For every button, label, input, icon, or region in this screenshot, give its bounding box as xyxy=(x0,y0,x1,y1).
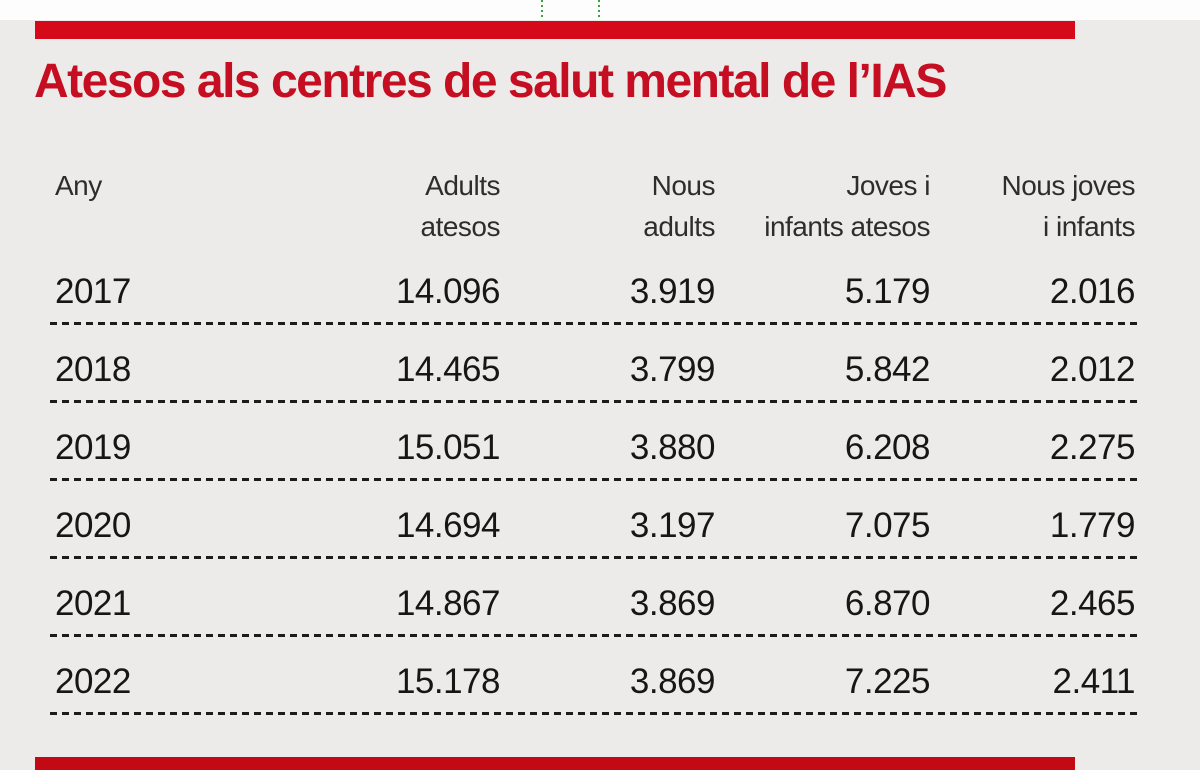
top-accent-bar xyxy=(35,21,1075,39)
row-divider xyxy=(50,634,1141,637)
value-cell: 14.096 xyxy=(395,272,501,311)
column-header-line: adults xyxy=(643,211,715,242)
table-row: 2020 14.694 3.197 7.075 1.779 xyxy=(50,481,1141,559)
table-row: 2022 15.178 3.869 7.225 2.411 xyxy=(50,637,1141,715)
value-cell: 6.208 xyxy=(844,428,931,467)
row-divider xyxy=(50,556,1141,559)
value-cell: 2.275 xyxy=(1049,428,1136,467)
column-header-line: Any xyxy=(55,170,102,201)
column-header-line: Adults xyxy=(425,170,500,201)
value-cell: 2.411 xyxy=(1052,662,1136,701)
column-header-nous-adults: Nous adults xyxy=(500,165,715,247)
value-cell: 14.465 xyxy=(395,350,501,389)
value-cell: 7.075 xyxy=(844,506,931,545)
column-header-nous-joves: Nous joves i infants xyxy=(930,165,1135,247)
year-cell: 2018 xyxy=(55,350,131,389)
year-cell: 2021 xyxy=(55,584,131,623)
column-header-line: Nous xyxy=(651,170,716,201)
table-header-row: Any Adults atesos Nous adults Joves i in… xyxy=(55,165,1136,247)
value-cell: 2.012 xyxy=(1049,350,1136,389)
column-header-line: infants atesos xyxy=(764,211,930,242)
column-header-line: i infants xyxy=(1043,211,1136,242)
column-header-line: atesos xyxy=(420,211,501,242)
value-cell: 7.225 xyxy=(844,662,931,701)
value-cell: 2.016 xyxy=(1049,272,1136,311)
value-cell: 14.694 xyxy=(395,506,501,545)
page-title: Atesos als centres de salut mental de l’… xyxy=(34,55,947,108)
bottom-accent-bar xyxy=(35,757,1075,770)
table-row: 2019 15.051 3.880 6.208 2.275 xyxy=(50,403,1141,481)
value-cell: 15.051 xyxy=(395,428,501,467)
row-divider xyxy=(50,712,1141,715)
value-cell: 3.799 xyxy=(629,350,716,389)
column-header-joves-infants: Joves i infants atesos xyxy=(715,165,930,247)
value-cell: 3.919 xyxy=(629,272,716,311)
value-cell: 15.178 xyxy=(395,662,501,701)
crop-guide-mark-icon xyxy=(598,0,600,17)
value-cell: 3.880 xyxy=(629,428,716,467)
year-cell: 2017 xyxy=(55,272,131,311)
table-row: 2017 14.096 3.919 5.179 2.016 xyxy=(50,247,1141,325)
crop-guide-mark-icon xyxy=(541,0,543,17)
row-divider xyxy=(50,400,1141,403)
top-white-strip xyxy=(0,0,1200,20)
value-cell: 5.179 xyxy=(844,272,931,311)
year-cell: 2019 xyxy=(55,428,131,467)
value-cell: 3.869 xyxy=(629,662,716,701)
table-row: 2021 14.867 3.869 6.870 2.465 xyxy=(50,559,1141,637)
value-cell: 6.870 xyxy=(844,584,931,623)
row-divider xyxy=(50,478,1141,481)
value-cell: 3.197 xyxy=(629,506,716,545)
value-cell: 5.842 xyxy=(844,350,931,389)
row-divider xyxy=(50,322,1141,325)
column-header-any: Any xyxy=(55,165,200,247)
value-cell: 3.869 xyxy=(629,584,716,623)
column-header-line: Joves i xyxy=(846,170,930,201)
value-cell: 14.867 xyxy=(395,584,501,623)
value-cell: 1.779 xyxy=(1049,506,1136,545)
year-cell: 2022 xyxy=(55,662,131,701)
table-row: 2018 14.465 3.799 5.842 2.012 xyxy=(50,325,1141,403)
column-header-adults-atesos: Adults atesos xyxy=(200,165,501,247)
value-cell: 2.465 xyxy=(1049,584,1136,623)
year-cell: 2020 xyxy=(55,506,131,545)
column-header-line: Nous joves xyxy=(1001,170,1135,201)
data-table: Any Adults atesos Nous adults Joves i in… xyxy=(50,165,1141,715)
